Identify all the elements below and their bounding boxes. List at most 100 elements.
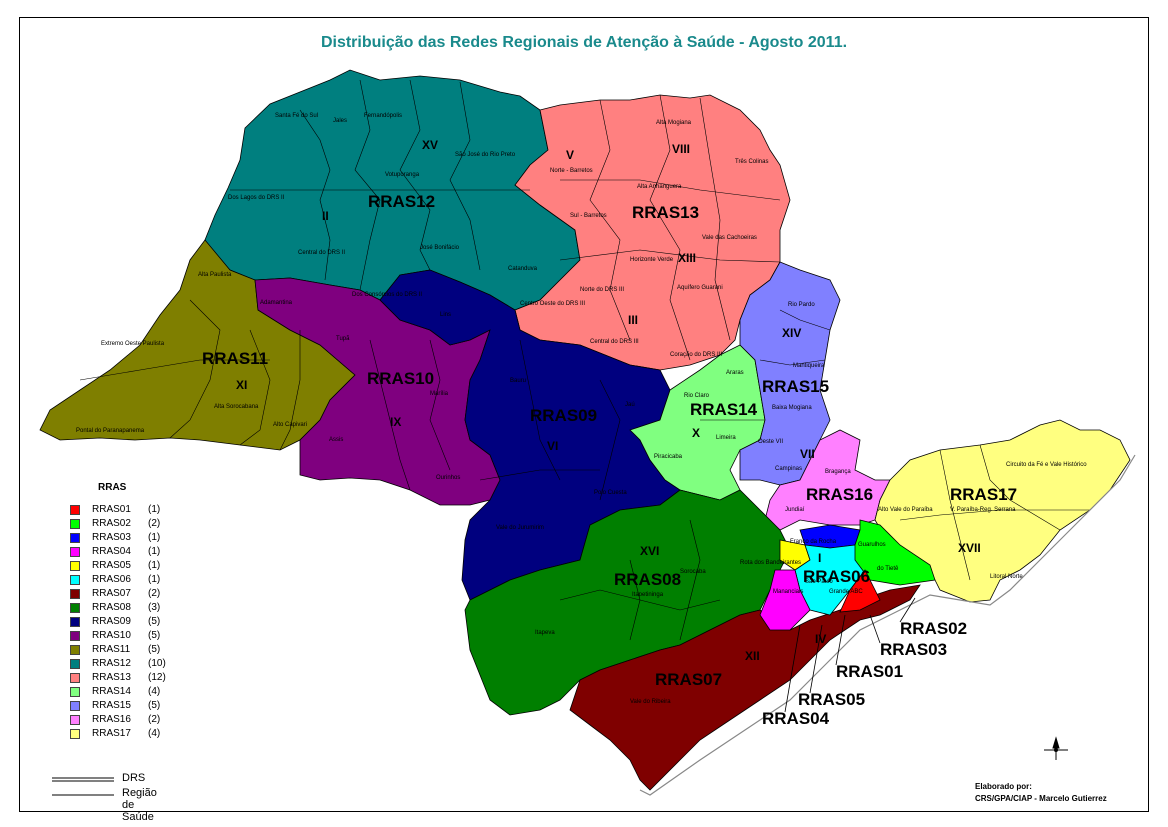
label-grande-abc: Grande ABC xyxy=(829,589,863,595)
legend-item: RRAS16 (2) xyxy=(70,713,160,727)
roman-iii: III xyxy=(628,313,638,327)
legend-item: RRAS10 (5) xyxy=(70,629,160,643)
legend-item-name: RRAS01 xyxy=(92,504,131,515)
label-central-drs-ii: Central do DRS II xyxy=(298,250,345,256)
label-santa-fe: Santa Fé do Sul xyxy=(275,113,318,119)
label-vale-cachoeiras: Vale das Cachoeiras xyxy=(702,235,757,241)
region-rras13 xyxy=(514,94,791,371)
legend-item-name: RRAS02 xyxy=(92,518,131,529)
legend-item-count: (5) xyxy=(148,644,161,655)
legend-item-count: (2) xyxy=(148,518,161,529)
legend-item-name: RRAS10 xyxy=(92,630,131,641)
legend-item-count: (3) xyxy=(148,602,161,613)
region-rras01 xyxy=(839,569,881,613)
label-itapetininga: Itapetininga xyxy=(632,592,664,598)
label-rio-pardo: Rio Pardo xyxy=(788,302,815,308)
legend-item: RRAS06 (1) xyxy=(70,573,160,587)
legend-swatch xyxy=(70,505,80,515)
legend-item-name: RRAS05 xyxy=(92,560,131,571)
label-jose-bonifacio: José Bonifácio xyxy=(420,245,460,251)
legend-item-name: RRAS13 xyxy=(92,672,131,683)
legend-item-name: RRAS04 xyxy=(92,546,131,557)
label-dos-consorcios: Dos Consórcios do DRS II xyxy=(352,292,422,298)
legend-item-name: RRAS11 xyxy=(92,644,131,655)
label-araras: Araras xyxy=(726,370,744,376)
legend-swatch xyxy=(70,729,80,739)
label-sorocaba: Sorocaba xyxy=(680,569,706,575)
label-rras04: RRAS04 xyxy=(762,709,830,728)
label-pontal: Pontal do Paranapanema xyxy=(76,428,145,434)
legend-swatch xyxy=(70,575,80,585)
region-rras16 xyxy=(764,429,891,531)
legend-regiao-label: Região de Saúde xyxy=(122,787,157,823)
label-adamantina: Adamantina xyxy=(260,300,293,306)
label-vale-jurumirim: Vale do Jurumirim xyxy=(496,525,544,531)
label-norte-barretos: Norte - Barretos xyxy=(550,168,593,174)
legend-item: RRAS17 (4) xyxy=(70,727,160,741)
label-rras14: RRAS14 xyxy=(690,400,758,419)
label-rras05: RRAS05 xyxy=(798,690,865,709)
label-piracicaba: Piracicaba xyxy=(654,454,683,460)
label-v-paraiba-serrana: V. Paraíba-Reg. Serrana xyxy=(950,507,1016,513)
compass-icon xyxy=(1044,736,1068,760)
legend-item: RRAS05 (1) xyxy=(70,559,160,573)
label-rras15: RRAS15 xyxy=(762,377,829,396)
legend-swatch xyxy=(70,603,80,613)
legend-item: RRAS12 (10) xyxy=(70,657,166,671)
legend-item-count: (1) xyxy=(148,574,161,585)
label-alta-paulista: Alta Paulista xyxy=(198,272,232,278)
label-alto-tiete: do Tietê xyxy=(877,566,899,572)
legend-swatch xyxy=(70,631,80,641)
label-marilia: Marília xyxy=(430,391,449,397)
label-rras10: RRAS10 xyxy=(367,369,434,388)
label-tres-colinas: Três Colinas xyxy=(735,159,768,165)
label-rota-bandeirantes: Rota dos Bandeirantes xyxy=(740,560,801,566)
credit-line2: CRS/GPA/CIAP - Marcelo Gutierrez xyxy=(975,794,1107,803)
legend-item-count: (12) xyxy=(148,672,166,683)
legend-swatch xyxy=(70,561,80,571)
legend-item: RRAS11 (5) xyxy=(70,643,160,657)
legend-item: RRAS09 (5) xyxy=(70,615,160,629)
label-franco-rocha: Franco da Rocha xyxy=(790,539,837,545)
label-rras09: RRAS09 xyxy=(530,406,597,425)
label-bauru: Bauru xyxy=(510,378,526,384)
label-litoral-norte: Litoral Norte xyxy=(990,574,1023,580)
legend-item: RRAS07 (2) xyxy=(70,587,160,601)
label-catanduva: Catanduva xyxy=(508,266,538,272)
legend-item: RRAS03 (1) xyxy=(70,531,160,545)
label-sul-barretos: Sul - Barretos xyxy=(570,213,607,219)
roman-xiv: XIV xyxy=(782,326,801,340)
label-limeira: Limeira xyxy=(716,435,736,441)
legend-item: RRAS04 (1) xyxy=(70,545,160,559)
label-rras07: RRAS07 xyxy=(655,670,722,689)
legend-item-name: RRAS07 xyxy=(92,588,131,599)
legend-item-name: RRAS06 xyxy=(92,574,131,585)
legend-title: RRAS xyxy=(98,482,127,493)
roman-vii: VII xyxy=(800,447,815,461)
legend-item-name: RRAS09 xyxy=(92,616,131,627)
legend-swatch xyxy=(70,687,80,697)
label-rras06: RRAS06 xyxy=(803,567,870,586)
legend-item-count: (2) xyxy=(148,588,161,599)
legend-swatch xyxy=(70,701,80,711)
region-rras07 xyxy=(569,584,921,791)
legend-item-count: (5) xyxy=(148,700,161,711)
legend-swatch xyxy=(70,547,80,557)
label-dos-lagos: Dos Lagos do DRS II xyxy=(228,195,285,201)
roman-i: I xyxy=(818,551,821,565)
label-assis: Assis xyxy=(329,437,343,443)
label-campinas: Campinas xyxy=(775,466,802,472)
legend-item-count: (1) xyxy=(148,546,161,557)
label-rras17: RRAS17 xyxy=(950,485,1017,504)
legend-swatch xyxy=(70,659,80,669)
credit-line1: Elaborado por: xyxy=(975,782,1032,791)
legend-item-count: (5) xyxy=(148,616,161,627)
roman-viii: VIII xyxy=(672,142,690,156)
roman-xi: XI xyxy=(236,378,247,392)
roman-xiii: XIII xyxy=(678,251,696,265)
legend-item-count: (4) xyxy=(148,686,161,697)
region-rras06 xyxy=(794,544,866,616)
label-alta-anhanguera: Alta Anhanguera xyxy=(637,184,682,190)
label-extremo-oeste: Extremo Oeste Paulista xyxy=(101,341,165,347)
